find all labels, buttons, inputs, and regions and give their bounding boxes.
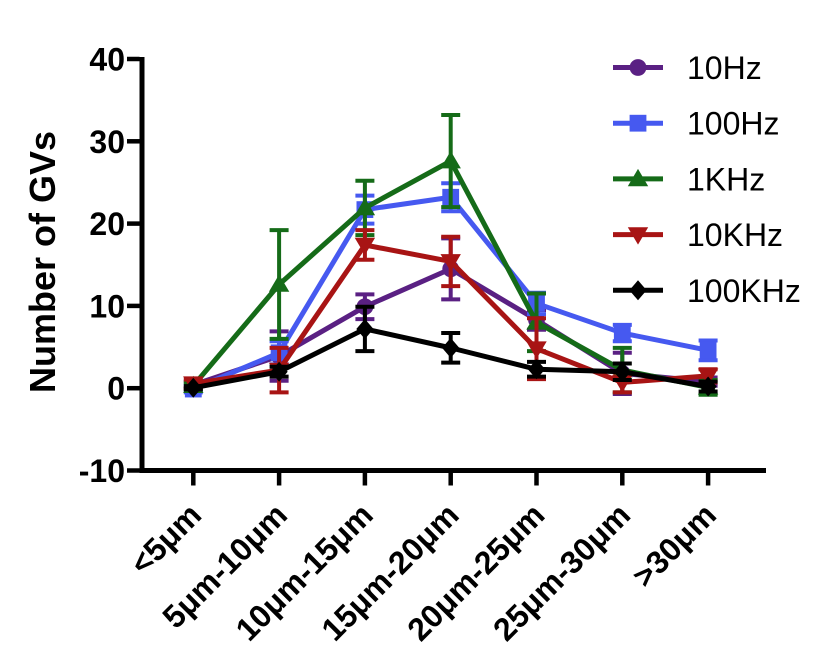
marker-100KHz [356,318,374,339]
legend-marker-diamond [629,280,647,301]
y-axis-title: Number of GVs [22,131,63,393]
x-tick-label: >30μm [625,496,723,594]
legend-label: 10KHz [687,217,783,253]
legend-label: 100KHz [687,273,801,309]
legend-entry-10Hz [613,59,663,76]
marker-10KHz [440,254,461,272]
marker-100KHz [613,361,631,382]
marker-100Hz [699,341,717,359]
y-tick-label: 40 [89,42,125,78]
marker-1KHz [440,151,461,169]
legend-marker-triangle-down [627,227,649,245]
y-tick-label: 10 [89,288,125,324]
marker-100KHz [699,376,717,397]
marker-1KHz [268,274,290,292]
y-tick-label: 30 [89,124,125,160]
y-tick-label: 20 [89,206,125,242]
legend-entry-1KHz [613,168,663,187]
legend-marker-square [629,114,647,132]
series-100KHz [183,304,718,398]
marker-100KHz [527,359,546,380]
legend-entry-100Hz [613,114,663,132]
legend-marker-triangle-up [627,168,649,187]
legend-label: 1KHz [687,161,765,197]
y-tick-label: -10 [79,453,125,489]
legend-entry-100KHz [613,280,663,301]
legend-label: 100Hz [687,106,780,142]
legend [613,59,663,301]
marker-100KHz [184,377,202,398]
legend-label: 10Hz [687,50,762,86]
marker-100KHz [270,361,288,382]
marker-100KHz [442,337,460,358]
y-tick-label: 0 [107,371,125,407]
marker-10KHz [354,237,376,255]
marker-1KHz [354,197,376,216]
legend-marker-circle [629,59,647,76]
legend-entry-10KHz [613,227,663,245]
marker-100Hz [613,324,631,342]
marker-10KHz [526,341,547,359]
series-10KHz [183,228,719,395]
